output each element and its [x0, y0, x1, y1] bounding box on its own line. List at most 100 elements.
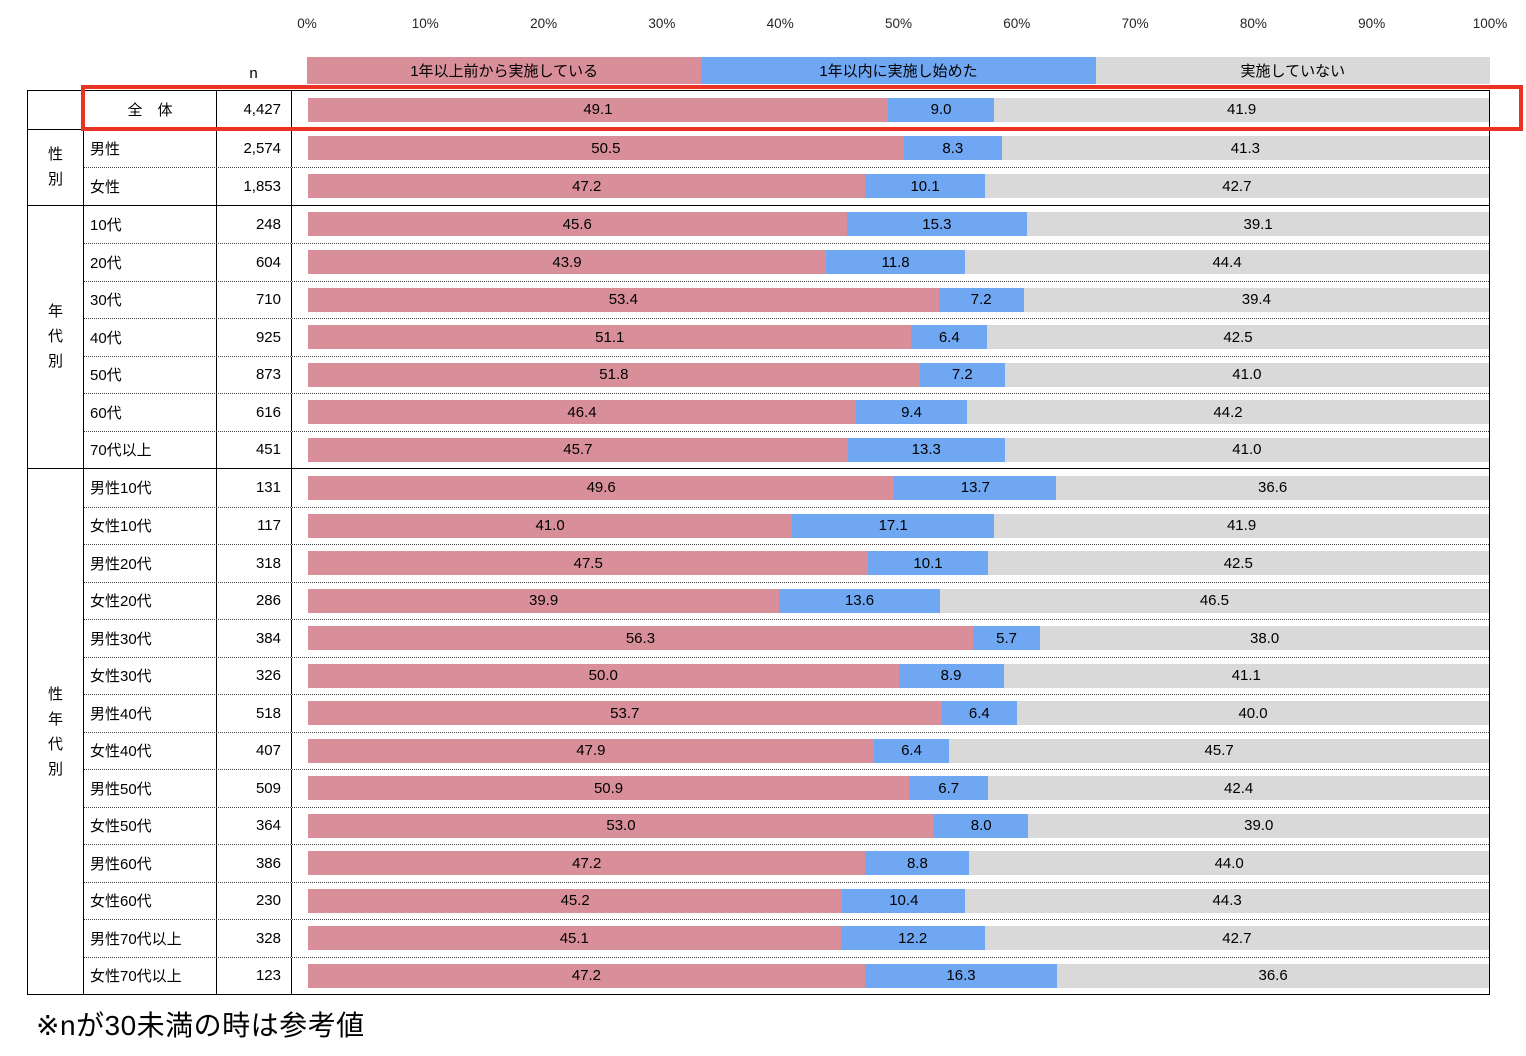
- group-label: 性年代別: [28, 469, 84, 994]
- bar-segment: 45.2: [308, 888, 843, 913]
- bar-segment: 9.0: [887, 97, 995, 122]
- stacked-bar: 41.0 17.1 41.9: [308, 513, 1489, 538]
- row-label: 20代: [84, 244, 217, 281]
- bar-segment: 40.0: [1017, 701, 1489, 726]
- stacked-bar: 47.2 10.1 42.7: [308, 174, 1489, 199]
- bar-segment: 39.9: [308, 588, 780, 613]
- bar-segment: 13.6: [779, 588, 940, 613]
- stacked-bar: 45.6 15.3 39.1: [308, 212, 1489, 237]
- axis-tick: 60%: [1003, 16, 1031, 31]
- row-n-value: 364: [217, 807, 292, 844]
- group-label-char: 別: [47, 353, 63, 371]
- legend-label: 1年以上前から実施している: [410, 63, 599, 80]
- stacked-bar: 51.8 7.2 41.0: [308, 362, 1489, 387]
- axis-tick: 30%: [648, 16, 676, 31]
- row-n-value: 710: [217, 281, 292, 318]
- table-row: 全 体 4,427 49.1 9.0 41.9: [84, 91, 1490, 129]
- group-label-char: 年: [47, 303, 63, 321]
- table-row: 男性 2,574 50.5 8.3 41.3: [84, 129, 1489, 168]
- stacked-bar: 47.2 16.3 36.6: [308, 963, 1489, 988]
- bar-segment: 46.5: [939, 588, 1489, 613]
- bar-cell: 45.7 13.3 41.0: [292, 432, 1489, 469]
- axis-tick: 80%: [1239, 16, 1267, 31]
- row-label: 女性10代: [84, 507, 217, 544]
- bar-segment: 49.1: [308, 97, 888, 122]
- row-n-value: 518: [217, 695, 292, 732]
- stacked-bar: 53.0 8.0 39.0: [308, 813, 1490, 838]
- bar-cell: 49.1 9.0 41.9: [292, 91, 1490, 129]
- axis-tick: 50%: [884, 16, 913, 31]
- bar-cell: 41.0 17.1 41.9: [292, 508, 1489, 545]
- bar-segment: 6.7: [909, 776, 989, 801]
- bar-segment: 50.5: [308, 136, 904, 161]
- bar-segment: 46.4: [308, 400, 856, 425]
- bar-segment: 36.6: [1057, 963, 1489, 988]
- bar-segment: 43.9: [308, 250, 826, 275]
- table-row: 男性50代 509 50.9 6.7 42.4: [84, 769, 1489, 807]
- bar-cell: 45.6 15.3 39.1: [292, 206, 1489, 244]
- row-label: 男性40代: [84, 695, 217, 732]
- table-row: 男性60代 386 47.2 8.8 44.0: [84, 844, 1489, 882]
- bar-segment: 8.8: [865, 851, 970, 876]
- bar-segment: 47.2: [308, 963, 865, 988]
- bar-segment: 42.4: [988, 776, 1489, 801]
- row-label: 30代: [84, 281, 217, 318]
- bar-segment: 8.0: [933, 813, 1029, 838]
- bar-segment: 44.4: [965, 250, 1489, 275]
- bar-segment: 53.0: [308, 813, 934, 838]
- row-n-value: 384: [217, 620, 292, 657]
- row-label: 男性70代以上: [84, 920, 217, 957]
- group-label: 性別: [28, 129, 84, 205]
- legend-item-implemented-over-1yr: 1年以上前から実施している: [307, 57, 702, 84]
- bar-segment: 47.5: [308, 551, 869, 576]
- bar-segment: 12.2: [840, 926, 985, 951]
- bar-cell: 45.1 12.2 42.7: [292, 920, 1489, 957]
- bar-segment: 47.2: [308, 174, 866, 199]
- bar-segment: 53.4: [308, 287, 939, 312]
- row-label: 女性60代: [84, 882, 217, 919]
- table-row: 女性70代以上 123 47.2 16.3 36.6: [84, 956, 1489, 994]
- row-label: 男性60代: [84, 845, 217, 882]
- bar-cell: 53.7 6.4 40.0: [292, 695, 1489, 732]
- bar-segment: 45.7: [308, 437, 848, 462]
- stacked-bar: 45.7 13.3 41.0: [308, 437, 1489, 462]
- bar-cell: 46.4 9.4 44.2: [292, 394, 1489, 431]
- row-label: 男性10代: [84, 469, 217, 507]
- row-label: 50代: [84, 356, 217, 393]
- group-label-char: 性: [47, 146, 63, 163]
- bar-segment: 10.1: [865, 174, 985, 199]
- bar-cell: 43.9 11.8 44.4: [292, 244, 1489, 281]
- row-n-value: 328: [217, 920, 292, 957]
- bar-segment: 45.7: [949, 738, 1489, 763]
- bar-segment: 6.4: [911, 325, 988, 350]
- row-group-年代別: 年代別 10代 248 45.6 15.3 39.1 20代 604 43.9 11.8 44.4 3…: [28, 204, 1489, 469]
- row-n-value: 873: [217, 356, 292, 393]
- bar-cell: 50.5 8.3 41.3: [292, 130, 1489, 168]
- row-label: 男性30代: [84, 620, 217, 657]
- x-axis: 0% 10% 20% 30% 40% 50% 60% 70% 80% 90% 100%: [0, 16, 1526, 38]
- row-label: 男性50代: [84, 770, 217, 807]
- table-row: 女性10代 117 41.0 17.1 41.9: [84, 506, 1489, 545]
- group-label-char: 別: [47, 760, 63, 778]
- bar-segment: 41.3: [1001, 136, 1489, 161]
- row-label: 全 体: [84, 91, 217, 129]
- row-label: 女性20代: [84, 582, 217, 619]
- bar-segment: 41.9: [994, 513, 1489, 538]
- bar-segment: 44.2: [967, 400, 1489, 425]
- bar-segment: 41.0: [1004, 437, 1489, 462]
- stacked-bar: 50.0 8.9 41.1: [308, 663, 1489, 688]
- stacked-bar: 45.2 10.4 44.3: [308, 888, 1489, 913]
- bar-segment: 41.1: [1003, 663, 1489, 688]
- table-row: 男性40代 518 53.7 6.4 40.0: [84, 694, 1489, 732]
- row-label: 女性30代: [84, 657, 217, 694]
- group-label: 年代別: [28, 205, 84, 468]
- stacked-bar: 46.4 9.4 44.2: [308, 400, 1489, 425]
- row-n-value: 4,427: [217, 91, 292, 129]
- stacked-bar: 49.1 9.0 41.9: [308, 97, 1490, 122]
- row-label: 男性: [84, 129, 217, 167]
- row-label: 60代: [84, 394, 217, 431]
- stacked-bar: 53.7 6.4 40.0: [308, 701, 1489, 726]
- bar-segment: 47.2: [308, 851, 866, 876]
- row-label: 70代以上: [84, 431, 217, 468]
- axis-tick: 40%: [766, 16, 794, 31]
